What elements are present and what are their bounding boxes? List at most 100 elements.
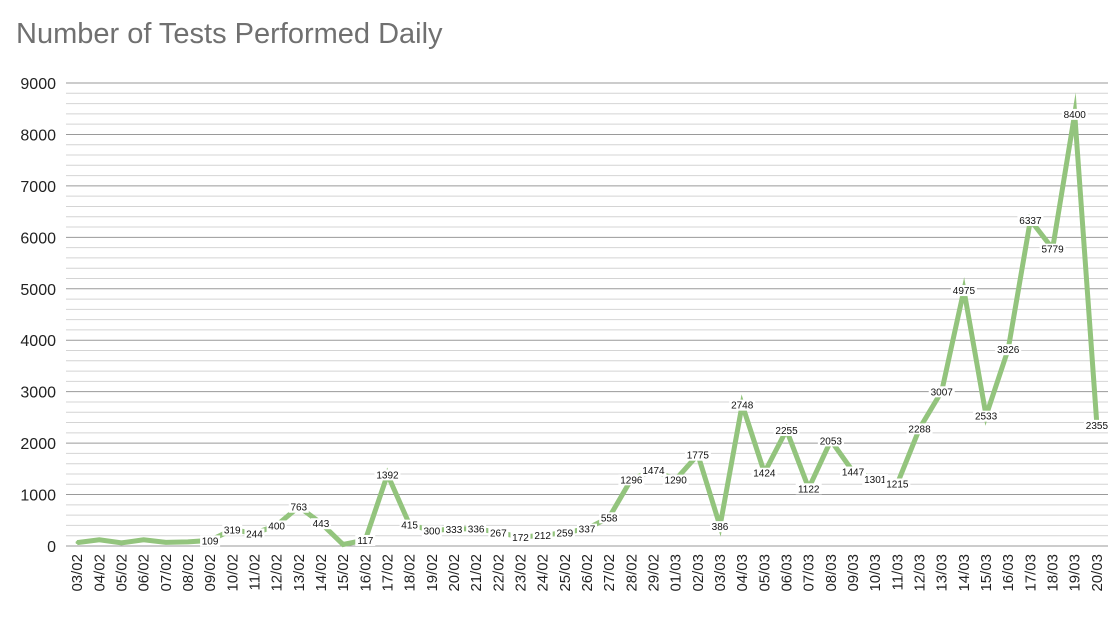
data-label-bg [710, 521, 731, 533]
data-label-bg [684, 449, 711, 461]
data-label-bg [554, 527, 575, 539]
data-label: 4975 [953, 286, 976, 297]
data-label: 6337 [1019, 216, 1042, 227]
data-label-bg [399, 519, 420, 531]
data-label: 2533 [975, 412, 998, 423]
data-label: 2288 [908, 424, 931, 435]
x-tick-label: 11/03 [889, 554, 906, 590]
data-label-bg [950, 285, 977, 297]
data-label-bg [577, 523, 597, 535]
data-label-bg [443, 523, 464, 535]
data-label: 386 [712, 522, 729, 533]
grid-lines [66, 82, 1108, 547]
x-tick-label: 23/02 [512, 554, 529, 592]
data-label: 3826 [997, 345, 1020, 356]
data-label-bg [266, 520, 287, 532]
data-labels: 109 319 244 400 763 443 117 1392 415 300 333 336 267… [200, 108, 1110, 547]
data-label-bg [310, 518, 331, 530]
data-label-bg [618, 474, 645, 486]
data-point [142, 538, 146, 542]
data-point [119, 541, 123, 545]
data-label: 300 [423, 527, 440, 538]
data-label: 1122 [798, 484, 820, 495]
x-tick-label: 03/02 [69, 554, 86, 592]
data-label-bg [510, 532, 531, 544]
data-label: 3007 [931, 387, 954, 398]
data-label: 1392 [376, 470, 399, 481]
data-label: 1301 [864, 475, 887, 486]
y-axis: 0 1000 2000 3000 4000 5000 6000 7000 8000 9000 [20, 76, 56, 556]
data-label: 1296 [620, 475, 643, 486]
data-label-bg [906, 423, 933, 435]
data-label-bg [751, 467, 778, 479]
x-tick-label: 18/02 [402, 554, 419, 592]
data-point [75, 541, 79, 545]
data-label-bg [1017, 214, 1044, 226]
x-tick-label: 04/03 [734, 554, 751, 592]
y-tick-label: 5000 [20, 282, 56, 299]
data-label: 1215 [886, 479, 909, 490]
x-tick-label: 04/02 [91, 554, 108, 592]
x-tick-label: 14/02 [313, 554, 330, 592]
x-tick-label: 28/02 [623, 554, 640, 592]
data-label: 267 [490, 528, 507, 539]
data-label-bg [200, 535, 221, 547]
y-tick-label: 7000 [20, 179, 56, 196]
x-tick-label: 11/02 [246, 554, 263, 590]
x-tick-label: 29/02 [646, 554, 663, 592]
x-tick-label: 10/02 [224, 554, 241, 592]
x-tick-label: 16/02 [357, 554, 374, 592]
data-label-bg [840, 466, 867, 478]
x-tick-label: 25/02 [557, 554, 574, 592]
data-label-bg [532, 530, 553, 542]
series-line [76, 92, 1100, 548]
y-tick-label: 2000 [20, 436, 56, 453]
x-tick-label: 18/03 [1045, 554, 1062, 592]
data-label: 333 [446, 525, 463, 536]
x-tick-label: 01/03 [668, 554, 685, 592]
x-tick-label: 08/02 [180, 554, 197, 592]
x-tick-label: 05/03 [756, 554, 773, 592]
x-axis: 03/02 04/02 05/02 06/02 07/02 08/02 09/02 10/02… [69, 554, 1106, 592]
x-tick-label: 26/02 [579, 554, 596, 592]
x-tick-label: 17/02 [379, 554, 396, 592]
data-label: 2053 [820, 436, 843, 447]
x-tick-label: 15/02 [335, 554, 352, 592]
x-tick-label: 21/02 [468, 554, 485, 592]
x-tick-label: 13/02 [291, 554, 308, 592]
x-tick-label: 12/02 [269, 554, 286, 592]
y-tick-label: 1000 [20, 488, 56, 505]
x-tick-label: 07/03 [801, 554, 818, 592]
data-label: 2748 [731, 401, 754, 412]
data-label: 415 [401, 521, 418, 532]
data-label-bg [488, 527, 509, 539]
data-label-bg [795, 483, 822, 495]
x-tick-label: 05/02 [113, 554, 130, 592]
data-label-bg [374, 469, 401, 481]
data-label-bg [884, 478, 911, 490]
y-tick-label: 3000 [20, 385, 56, 402]
data-point [341, 542, 345, 546]
data-label-bg [773, 424, 800, 436]
data-label-bg [862, 474, 889, 486]
data-label: 337 [579, 525, 596, 536]
data-label-bg [244, 528, 265, 540]
data-label-bg [355, 534, 376, 546]
y-tick-label: 9000 [20, 76, 56, 93]
y-tick-label: 6000 [20, 230, 56, 247]
data-label: 1424 [753, 469, 776, 480]
data-label: 1775 [687, 451, 710, 462]
x-tick-label: 13/03 [934, 554, 951, 592]
data-label: 336 [468, 525, 485, 536]
data-label-bg [421, 525, 442, 537]
data-label: 1447 [842, 468, 865, 479]
data-label-bg [599, 512, 620, 524]
data-label-bg [817, 435, 844, 447]
data-point [164, 540, 168, 544]
x-tick-label: 09/02 [202, 554, 219, 592]
x-tick-label: 06/03 [779, 554, 796, 592]
x-tick-label: 19/02 [424, 554, 441, 592]
x-tick-label: 24/02 [535, 554, 552, 592]
data-label: 1474 [642, 466, 665, 477]
x-tick-label: 17/03 [1022, 554, 1039, 592]
